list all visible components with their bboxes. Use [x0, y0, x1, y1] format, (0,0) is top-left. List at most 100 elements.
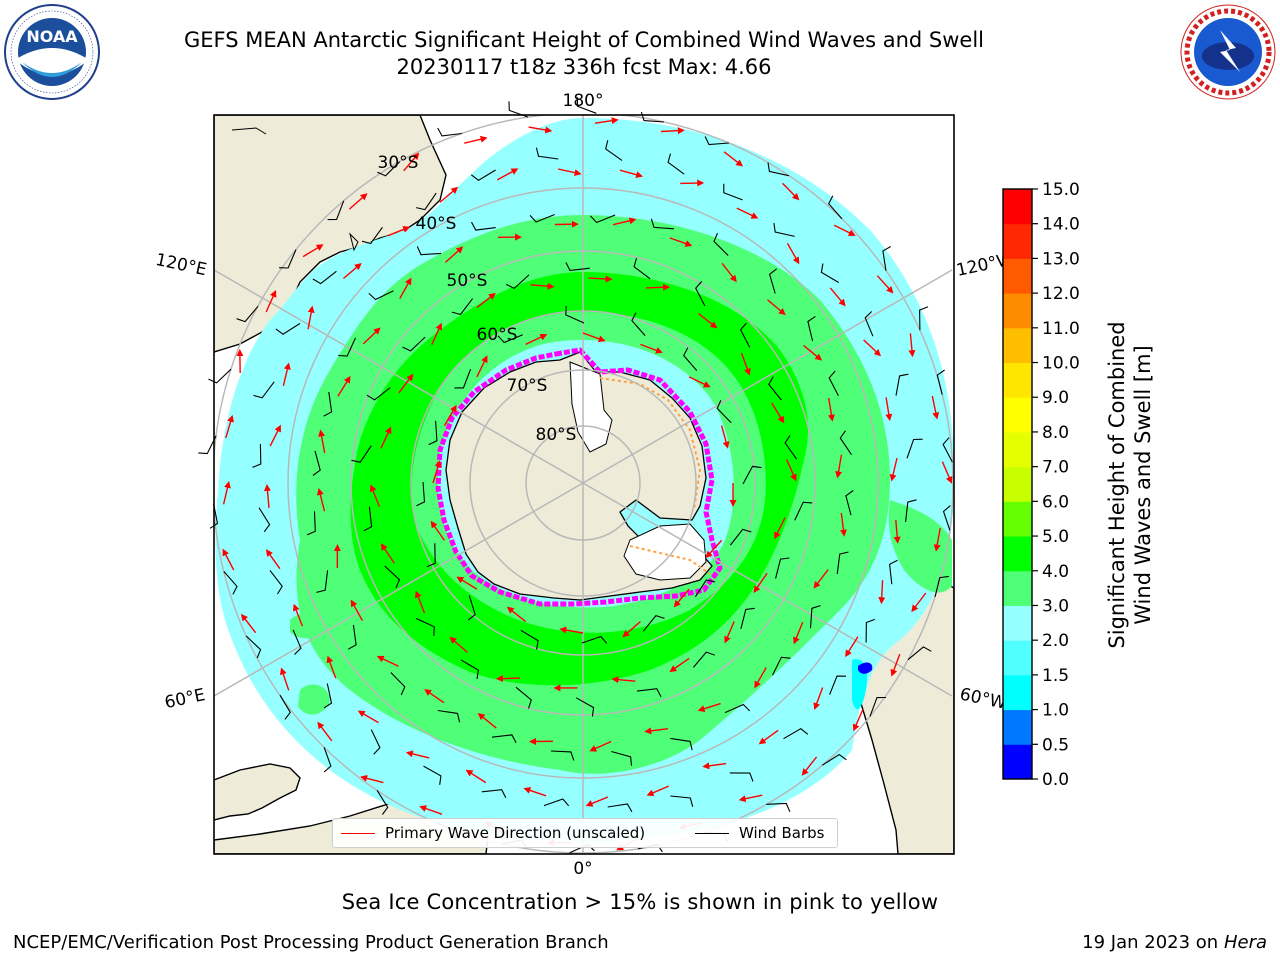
- wave-arrow: [697, 702, 721, 713]
- wave-arrow: [889, 457, 898, 482]
- wave-arrow: [398, 373, 414, 394]
- colorbar-tick-label: 6.0: [1042, 492, 1069, 512]
- colorbar-tick-label: 4.0: [1042, 562, 1069, 582]
- wave-arrow: [644, 727, 669, 735]
- wave-arrow: [222, 480, 231, 505]
- wave-arrow: [337, 375, 351, 397]
- wave-arrow: [680, 179, 705, 187]
- wind-barb: [739, 322, 751, 348]
- colorbar-segment: [1003, 674, 1032, 711]
- wave-arrow: [908, 333, 916, 358]
- wave-arrow: [530, 282, 555, 290]
- wind-barb: [767, 162, 790, 177]
- wind-barb: [775, 557, 790, 579]
- colorbar-segment: [1003, 431, 1032, 468]
- wind-barb: [505, 274, 530, 290]
- wave-arrow: [443, 404, 457, 426]
- wave-arrow: [439, 186, 459, 203]
- wind-barb: [481, 789, 507, 798]
- wave-arrow: [282, 362, 291, 386]
- wave-arrow: [738, 794, 763, 803]
- wave-arrow: [465, 769, 487, 784]
- wave-arrow: [269, 424, 281, 447]
- antarctica-land: [445, 351, 713, 601]
- wind-barb: [740, 607, 755, 630]
- wind-barb: [906, 438, 923, 459]
- wave-arrow: [885, 397, 893, 422]
- wind-barb: [575, 697, 595, 717]
- wave-arrow: [646, 785, 669, 797]
- wave-arrow: [405, 750, 430, 759]
- wave-arrow: [622, 621, 641, 638]
- wind-barb: [723, 183, 743, 201]
- wave-arrow: [292, 603, 304, 627]
- nws-logo-icon: [1180, 4, 1276, 100]
- colorbar-segment: [1003, 258, 1032, 294]
- wind-barb: [323, 747, 332, 773]
- wind-barb: [426, 543, 436, 568]
- wind-barb: [376, 790, 389, 815]
- wind-barb: [829, 675, 847, 695]
- legend-item-wave: Primary Wave Direction (unscaled): [341, 824, 645, 842]
- wave-arrow: [785, 459, 797, 482]
- wind-barb: [905, 499, 917, 523]
- colorbar-frame: [1002, 188, 1033, 780]
- wave-arrow: [640, 343, 663, 354]
- wave-arrow: [793, 621, 804, 645]
- wave-arrow: [265, 549, 281, 570]
- wind-barb: [768, 376, 782, 401]
- wind-barb: [460, 659, 480, 680]
- wind-barb: [529, 213, 555, 223]
- wave-arrow: [464, 135, 488, 144]
- colorbar-tick-label: 5.0: [1042, 527, 1069, 547]
- wind-barb: [864, 311, 874, 337]
- map-frame: [213, 114, 955, 855]
- wave-arrow: [845, 636, 859, 658]
- lon-label-0: 0°: [573, 859, 592, 879]
- wind-barb: [919, 306, 929, 331]
- wave-arrow: [827, 397, 835, 422]
- wave-arrow: [740, 352, 751, 376]
- wind-barb: [470, 169, 496, 181]
- wave-arrow: [419, 805, 443, 815]
- wind-barb: [839, 430, 852, 456]
- wave-arrow: [589, 740, 612, 752]
- wind-barb: [368, 290, 394, 301]
- wind-barb: [889, 559, 898, 585]
- colorbar-segment: [1003, 293, 1032, 329]
- wave-arrow: [380, 543, 395, 564]
- wind-barb: [670, 737, 693, 751]
- wind-barb: [327, 200, 345, 221]
- legend-barb-line: [695, 832, 729, 834]
- wind-barb: [416, 192, 437, 211]
- wave-arrow: [431, 322, 443, 345]
- wind-barb: [323, 391, 333, 417]
- wave-arrow: [350, 599, 364, 621]
- wind-barb: [292, 629, 302, 655]
- wind-barb: [416, 246, 442, 256]
- wind-barb: [869, 696, 887, 717]
- wind-barb: [713, 232, 729, 256]
- lat-label-50s: 50°S: [447, 271, 488, 291]
- wind-barb: [822, 753, 847, 766]
- wind-barb: [520, 629, 539, 650]
- wind-barb: [269, 570, 283, 595]
- wave-arrow: [771, 402, 785, 424]
- wave-arrow: [736, 207, 759, 219]
- wave-arrow: [893, 519, 901, 544]
- wave-arrow: [782, 182, 800, 201]
- wind-barb: [550, 750, 575, 761]
- lat-label-60s: 60°S: [477, 325, 518, 345]
- wave-arrow: [476, 355, 488, 378]
- wave-arrow: [931, 395, 940, 420]
- colorbar-segment: [1003, 397, 1032, 433]
- wind-barb: [828, 195, 843, 220]
- wind-barb: [694, 579, 716, 598]
- wave-arrow: [424, 689, 445, 704]
- noaa-logo-icon: NOAA: [4, 4, 100, 100]
- wind-barb: [208, 368, 232, 384]
- wave-arrow: [835, 454, 843, 479]
- legend-wave-line: [341, 832, 375, 834]
- wind-barb: [363, 506, 373, 532]
